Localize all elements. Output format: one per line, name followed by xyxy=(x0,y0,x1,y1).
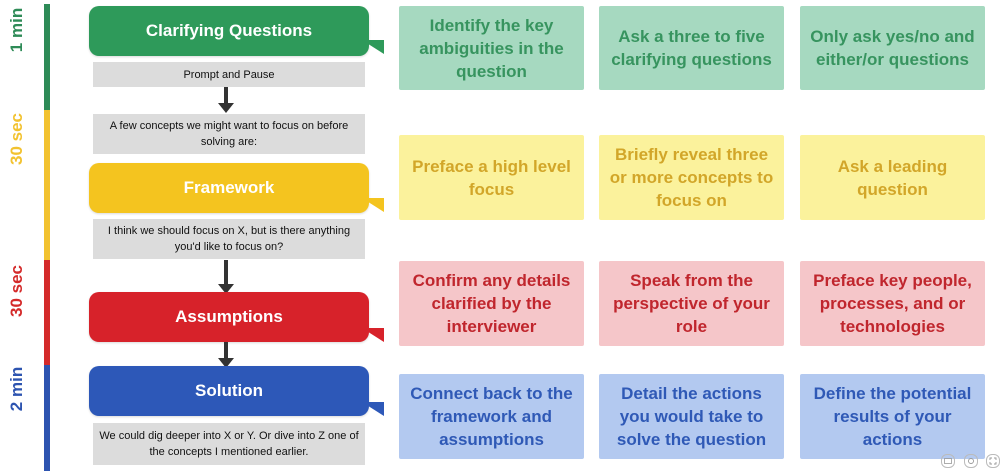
stage-tail-yellow xyxy=(362,198,384,212)
card-assumptions-2: Speak from the perspective of your role xyxy=(599,261,784,346)
card-solution-2: Detail the actions you would take to sol… xyxy=(599,374,784,459)
card-framework-1: Preface a high level focus xyxy=(399,135,584,220)
stage-tail-blue xyxy=(362,402,384,416)
note-focus-concepts: A few concepts we might want to focus on… xyxy=(93,114,365,154)
note-dig-deeper: We could dig deeper into X or Y. Or dive… xyxy=(93,423,365,465)
card-framework-3: Ask a leading question xyxy=(800,135,985,220)
stage-tail-green xyxy=(362,40,384,54)
stage-solution: Solution xyxy=(89,366,369,416)
stage-assumptions: Assumptions xyxy=(89,292,369,342)
card-clarifying-2: Ask a three to five clarifying questions xyxy=(599,6,784,90)
time-label-assumptions: 30 sec xyxy=(7,265,26,317)
settings-icon[interactable] xyxy=(964,454,978,468)
arrow-down-1 xyxy=(218,87,234,113)
arrow-down-3 xyxy=(218,342,234,368)
time-label-solution: 2 min xyxy=(7,366,26,412)
timebar-blue xyxy=(44,365,50,471)
cc-icon[interactable] xyxy=(941,454,955,468)
card-assumptions-1: Confirm any details clarified by the int… xyxy=(399,261,584,346)
card-framework-2: Briefly reveal three or more concepts to… xyxy=(599,135,784,220)
time-label-clarifying: 1 min xyxy=(7,7,26,53)
timebar-yellow xyxy=(44,110,50,260)
arrow-down-2 xyxy=(218,260,234,294)
card-solution-1: Connect back to the framework and assump… xyxy=(399,374,584,459)
card-clarifying-1: Identify the key ambiguities in the ques… xyxy=(399,6,584,90)
stage-framework: Framework xyxy=(89,163,369,213)
fullscreen-icon[interactable] xyxy=(986,454,1000,468)
stage-tail-red xyxy=(362,328,384,342)
timebar-green xyxy=(44,4,50,110)
card-clarifying-3: Only ask yes/no and either/or questions xyxy=(800,6,985,90)
note-prompt-and-pause: Prompt and Pause xyxy=(93,62,365,87)
note-focus-question: I think we should focus on X, but is the… xyxy=(93,219,365,259)
timebar-red xyxy=(44,260,50,365)
time-label-framework: 30 sec xyxy=(7,113,26,165)
stage-clarifying-questions: Clarifying Questions xyxy=(89,6,369,56)
card-solution-3: Define the potential results of your act… xyxy=(800,374,985,459)
card-assumptions-3: Preface key people, processes, and or te… xyxy=(800,261,985,346)
